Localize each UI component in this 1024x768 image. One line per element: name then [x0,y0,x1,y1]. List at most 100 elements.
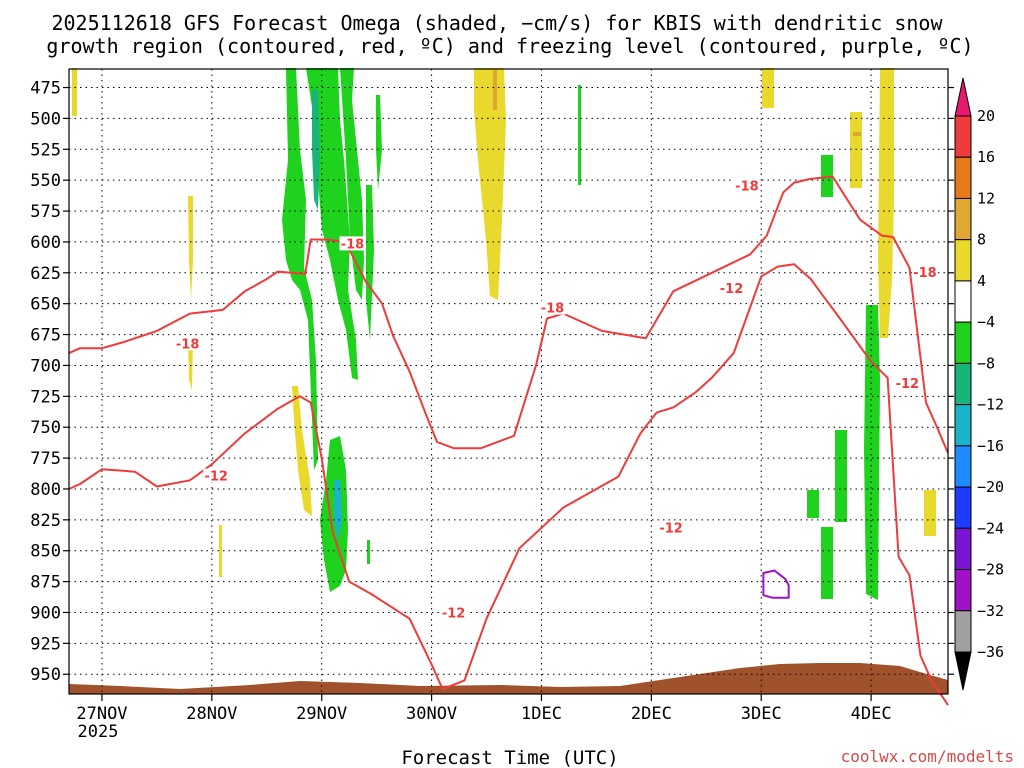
x-tick-label: 3DEC [741,704,782,724]
x-tick-year: 2025 [78,722,119,742]
colorbar-swatch [954,280,972,323]
contour-label: -18 [341,237,365,252]
colorbar-label: −20 [977,478,1004,496]
y-tick-label: 600 [30,233,61,253]
contour-lines [68,175,949,706]
omega-region-green-11 [835,430,847,522]
contour-label-bg [658,520,685,535]
colorbar-label: 8 [977,231,986,249]
x-axis-title: Forecast Time (UTC) [401,747,618,768]
y-axis: 475 500 525 550 575 600 625 650 675 700 725 750 775 8… [30,79,954,685]
y-tick-label: 950 [30,665,61,685]
x-tick-label: 2DEC [631,704,672,724]
y-tick-label: 550 [30,171,61,191]
colorbar-label: −28 [977,561,1004,579]
omega-region-yellow-5 [924,490,936,536]
contour-label: -12 [896,377,920,392]
omega-region-green-12 [864,305,880,600]
colorbar-label: 4 [977,272,986,290]
colorbar-label: −8 [977,354,995,372]
y-tick-label: 875 [30,573,61,593]
y-tick-label: 575 [30,202,61,222]
colorbar-swatch [954,321,972,364]
colorbar-label: −12 [977,396,1004,414]
colorbar-swatch [954,527,972,571]
y-tick-label: 750 [30,418,61,438]
omega-region-yellow-2 [878,68,894,338]
contour-label: -18 [913,266,937,281]
y-tick-label: 525 [30,140,61,160]
y-tick-label: 850 [30,542,61,562]
y-tick-label: 800 [30,480,61,500]
colorbar: 20 16 12 8 4 −4 −8 −12 −16 −20 −24 −28 −32 −36 [954,77,1004,691]
contour-label: -18 [541,302,565,317]
colorbar-swatch [954,156,972,199]
contour-label-bg [339,236,366,251]
y-tick-label: 825 [30,511,61,531]
contour-label: -18 [735,179,759,194]
contour-label: -12 [659,521,683,536]
y-tick-label: 475 [30,79,61,99]
omega-region-green-7 [367,540,370,564]
colorbar-swatch [954,486,972,529]
contour-label-bg [894,375,921,390]
contour-label: -18 [176,337,200,352]
plot-frame [68,68,949,695]
x-tick-label: 28NOV [186,704,237,724]
contour-label: -12 [204,470,228,485]
omega-region-green-1 [282,68,318,470]
colorbar-swatch [954,115,972,158]
y-tick-label: 625 [30,264,61,284]
omega-region-orange-2 [493,70,497,110]
omega-region-yellow-7 [188,196,193,300]
contour-label: -12 [442,607,466,622]
y-tick-label: 650 [30,295,61,315]
omega-region-yellow-9 [292,386,312,516]
colorbar-swatch [954,610,972,653]
y-tick-label: 775 [30,449,61,469]
y-tick-label: 675 [30,326,61,346]
omega-region-green-10 [821,527,833,599]
terrain [69,663,948,694]
contour-label: -12 [720,282,744,297]
omega-region-green-8 [821,155,833,197]
colorbar-label: −36 [977,643,1004,661]
y-tick-label: 500 [30,109,61,129]
contour-labels: -18 -18 -18 -18 -18 -12 -12 -12 -12 -12 [174,178,938,622]
omega-region-teal-2 [334,480,342,540]
y-tick-label: 700 [30,356,61,376]
omega-region-yellow-6 [72,68,77,116]
plot-background [69,69,948,694]
y-tick-label: 925 [30,634,61,654]
contour-label-bg [733,178,760,193]
colorbar-swatch [954,445,972,488]
watermark: coolwx.com/modelts [841,747,1014,766]
contour-label-bg [440,605,467,620]
x-tick-label: 1DEC [521,704,562,724]
contour-label-bg [203,468,230,483]
omega-region-green-4 [366,185,374,340]
colorbar-swatch [954,239,972,282]
y-tick-label: 900 [30,603,61,623]
omega-region-green-13 [578,85,581,185]
omega-shading [72,68,936,600]
chart-title-line1: 2025112618 GFS Forecast Omega (shaded, −… [51,11,943,35]
omega-region-orange-1 [853,132,861,136]
contour-fzl-purple [762,569,790,599]
colorbar-swatch [954,404,972,447]
x-tick-label: 30NOV [406,704,457,724]
colorbar-label: 20 [977,107,995,125]
contour-label-bg [539,300,566,315]
colorbar-swatch [954,569,972,612]
x-tick-label: 29NOV [296,704,347,724]
omega-region-yellow-4 [850,112,862,188]
x-tick-label: 4DEC [851,704,892,724]
x-axis: 27NOV 28NOV 29NOV 30NOV 1DEC 2DEC 3DEC 4DEC [76,694,892,724]
omega-region-yellow-10 [219,525,222,577]
colorbar-swatch [954,197,972,241]
y-tick-label: 725 [30,387,61,407]
contour-label-bg [911,264,938,279]
colorbar-bottom-triangle [954,651,972,691]
colorbar-label: −4 [977,313,995,331]
